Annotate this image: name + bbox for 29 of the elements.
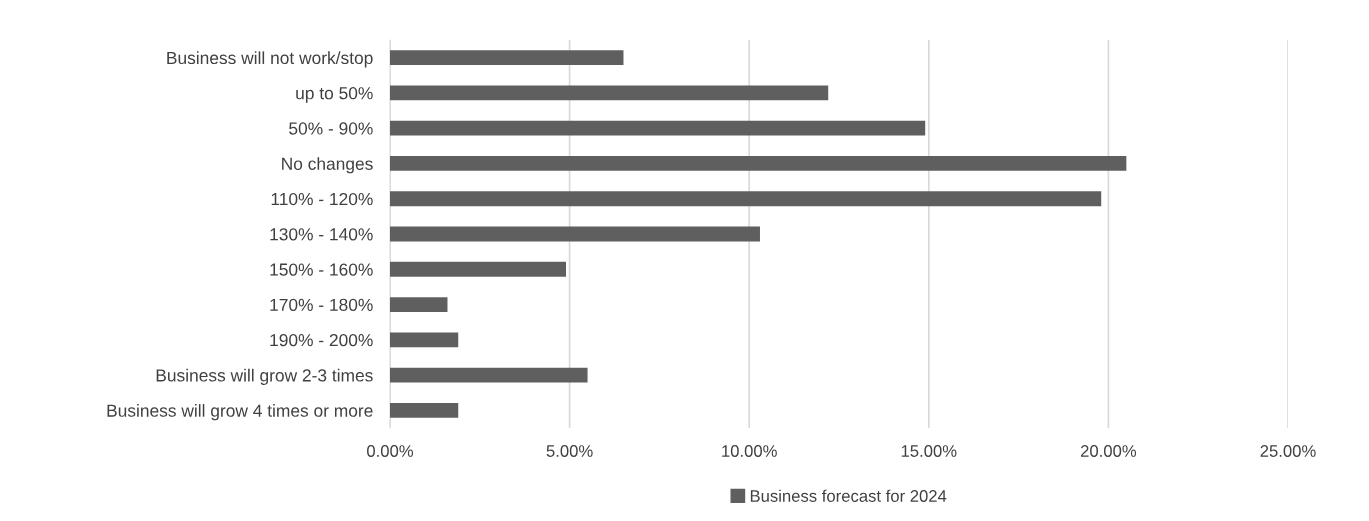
x-tick-label: 25.00%: [1260, 445, 1316, 457]
y-tick-label: 170% - 180%: [270, 298, 373, 312]
y-tick-label: Business will grow 4 times or more: [107, 404, 373, 421]
bar: [390, 226, 760, 242]
bar: [390, 156, 1127, 171]
y-tick-label: up to 50%: [296, 87, 373, 103]
y-tick-label: No changes: [282, 157, 373, 174]
bar: [390, 50, 624, 66]
y-tick-label: 190% - 200%: [270, 333, 373, 347]
y-tick-label: 150% - 160%: [270, 263, 373, 276]
bar: [390, 191, 1102, 207]
y-tick-label: 50% - 90%: [289, 122, 373, 135]
x-tick-label: 10.00%: [722, 445, 777, 457]
x-tick-label: 5.00%: [546, 445, 593, 457]
bar: [390, 297, 448, 312]
x-tick-label: 15.00%: [901, 445, 957, 457]
y-tick-label: 110% - 120%: [271, 192, 373, 206]
bar: [390, 261, 567, 277]
y-tick-label: Business will grow 2-3 times: [156, 368, 373, 385]
bar: [390, 367, 588, 383]
bar: [390, 120, 926, 136]
bar: [390, 85, 829, 101]
x-tick-label: 20.00%: [1080, 445, 1137, 457]
bar: [390, 332, 459, 348]
legend-label: Business forecast for 2024: [750, 489, 947, 502]
x-tick-label: 0.00%: [367, 445, 414, 457]
y-tick-label: Business will not work/stop: [167, 51, 373, 68]
bar: [390, 402, 459, 418]
y-tick-label: 130% - 140%: [270, 228, 373, 241]
